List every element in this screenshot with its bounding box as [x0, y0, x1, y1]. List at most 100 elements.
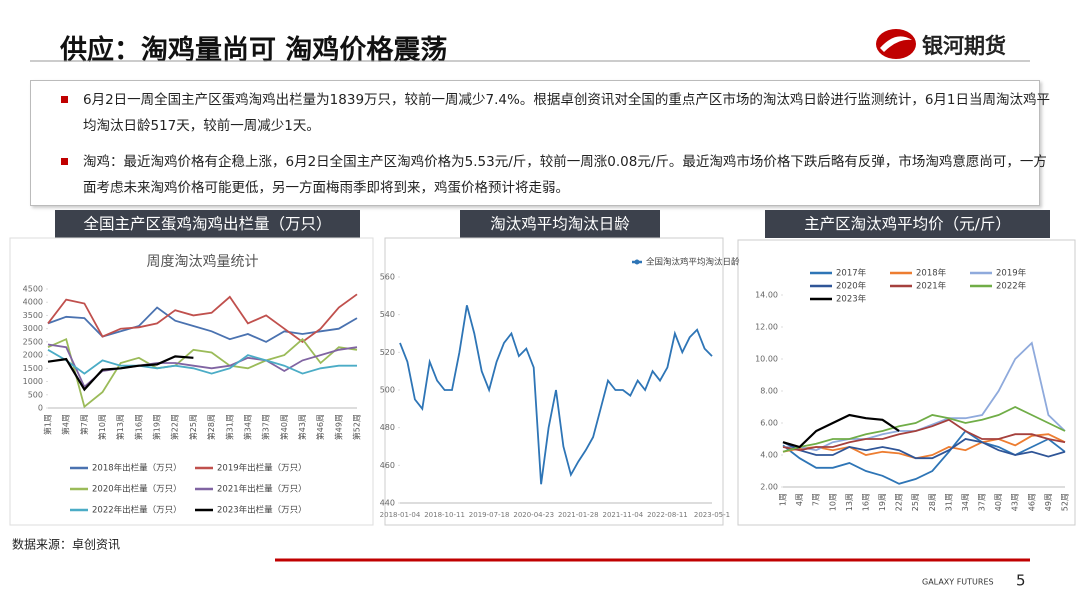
legend-dot [634, 259, 640, 265]
series-line [782, 418, 1066, 452]
x-tick-label: 2020-04-23 [513, 511, 554, 519]
series-line [47, 355, 194, 392]
series-line [782, 433, 1066, 460]
y-tick-label: 500 [28, 390, 43, 399]
y-tick-label: 14.00 [755, 291, 778, 300]
logo-icon [876, 29, 916, 59]
x-tick-label: 2019-07-18 [469, 511, 510, 519]
x-tick-label: 第1周 [43, 414, 53, 435]
legend-label: 2023年 [836, 294, 867, 305]
x-tick-label: 2022-08-11 [647, 511, 688, 519]
page-number: 5 [1016, 572, 1026, 590]
y-tick-label: 1000 [23, 377, 43, 386]
y-tick-label: 3000 [23, 324, 43, 333]
panel-header: 主产区淘汰鸡平均价（元/斤） [765, 210, 1050, 238]
series-line [399, 305, 713, 485]
legend-label: 2018年出栏量（万只） [92, 463, 182, 474]
legend-label: 2020年出栏量（万只） [92, 484, 182, 495]
series-line [782, 406, 1066, 453]
x-tick-label: 43周 [1011, 493, 1020, 511]
legend-label: 2018年 [916, 268, 947, 279]
source: 数据来源：卓创资讯 [12, 537, 120, 552]
x-tick-label: 2023-05-1 [694, 511, 730, 519]
y-tick-label: 0 [38, 404, 43, 413]
legend-label: 2021年出栏量（万只） [217, 484, 307, 495]
x-tick-label: 7周 [812, 493, 821, 506]
y-tick-label: 4500 [23, 285, 43, 294]
y-tick-label: 4000 [23, 298, 43, 307]
x-tick-label: 40周 [994, 493, 1003, 511]
y-tick-label: 8.00 [760, 387, 778, 396]
legend-label: 2022年出栏量（万只） [92, 505, 182, 516]
legend-label: 2021年 [916, 281, 947, 292]
x-tick-label: 第19周 [152, 414, 162, 440]
y-tick-label: 3500 [23, 311, 43, 320]
x-tick-label: 2021-11-04 [603, 511, 644, 519]
y-tick-label: 2.00 [760, 483, 778, 492]
x-tick-label: 第34周 [242, 414, 252, 440]
legend-label: 2019年出栏量（万只） [217, 463, 307, 474]
legend-label: 2017年 [836, 268, 867, 279]
x-tick-label: 13周 [845, 493, 854, 511]
x-tick-label: 4周 [795, 493, 804, 506]
bullet: 6月2日一周全国主产区蛋鸡淘鸡出栏量为1839万只，较前一周减少7.4%。根据卓… [61, 87, 1053, 139]
y-tick-label: 1500 [23, 364, 43, 373]
y-tick-label: 560 [380, 273, 395, 282]
x-tick-label: 52周 [1061, 493, 1070, 511]
x-tick-label: 2021-01-28 [558, 511, 599, 519]
chart-title: 周度淘汰鸡量统计 [147, 253, 259, 270]
panel-header: 淘汰鸡平均淘汰日龄 [460, 210, 660, 238]
x-tick-label: 第37周 [261, 414, 271, 440]
x-tick-label: 第28周 [206, 414, 216, 440]
x-tick-label: 第40周 [279, 414, 289, 440]
y-tick-label: 6.00 [760, 419, 778, 428]
x-tick-label: 第13周 [115, 414, 125, 440]
series-line [47, 337, 358, 409]
x-tick-label: 第16周 [133, 414, 143, 440]
y-tick-label: 2500 [23, 337, 43, 346]
y-tick-label: 4.00 [760, 451, 778, 460]
x-tick-label: 31周 [944, 493, 953, 511]
x-tick-label: 第52周 [352, 414, 362, 440]
logo-text: 银河期货 [922, 34, 1006, 58]
x-tick-label: 第31周 [224, 414, 234, 440]
y-tick-label: 500 [380, 386, 395, 395]
series-line [782, 413, 900, 449]
series-line [47, 306, 358, 343]
brand: GALAXY FUTURES [922, 578, 994, 587]
x-tick-label: 1周 [779, 493, 788, 506]
legend-label: 2020年 [836, 281, 867, 292]
legend-label: 2022年 [996, 281, 1027, 292]
logo-icon [880, 36, 912, 52]
x-tick-label: 10周 [828, 493, 837, 511]
x-tick-label: 第43周 [297, 414, 307, 440]
chart-frame [9, 237, 374, 526]
x-tick-label: 第7周 [79, 414, 89, 435]
x-tick-label: 第49周 [333, 414, 343, 440]
x-tick-label: 2018-10-11 [424, 511, 465, 519]
x-tick-label: 34周 [961, 493, 970, 511]
x-tick-label: 第10周 [97, 414, 107, 440]
x-tick-label: 16周 [861, 493, 870, 511]
series-line [47, 293, 358, 344]
y-tick-label: 520 [380, 348, 395, 357]
series-line [47, 349, 357, 375]
x-tick-label: 28周 [928, 493, 937, 511]
chart-frame [737, 239, 1076, 526]
legend-label: 全国淘汰鸡平均淘汰日龄 [646, 257, 740, 268]
x-tick-label: 第22周 [170, 414, 180, 440]
x-tick-label: 49周 [1044, 493, 1053, 511]
y-tick-label: 540 [380, 310, 395, 319]
legend-label: 2019年 [996, 268, 1027, 279]
x-tick-label: 46周 [1027, 493, 1036, 511]
y-tick-label: 460 [380, 461, 395, 470]
x-tick-label: 37周 [978, 493, 987, 511]
bullet-box: 6月2日一周全国主产区蛋鸡淘鸡出栏量为1839万只，较前一周减少7.4%。根据卓… [30, 80, 1050, 206]
legend-label: 2023年出栏量（万只） [217, 505, 307, 516]
x-tick-label: 第4周 [61, 414, 71, 435]
y-tick-label: 440 [380, 499, 395, 508]
series-line [782, 438, 1066, 460]
x-tick-label: 19周 [878, 493, 887, 511]
